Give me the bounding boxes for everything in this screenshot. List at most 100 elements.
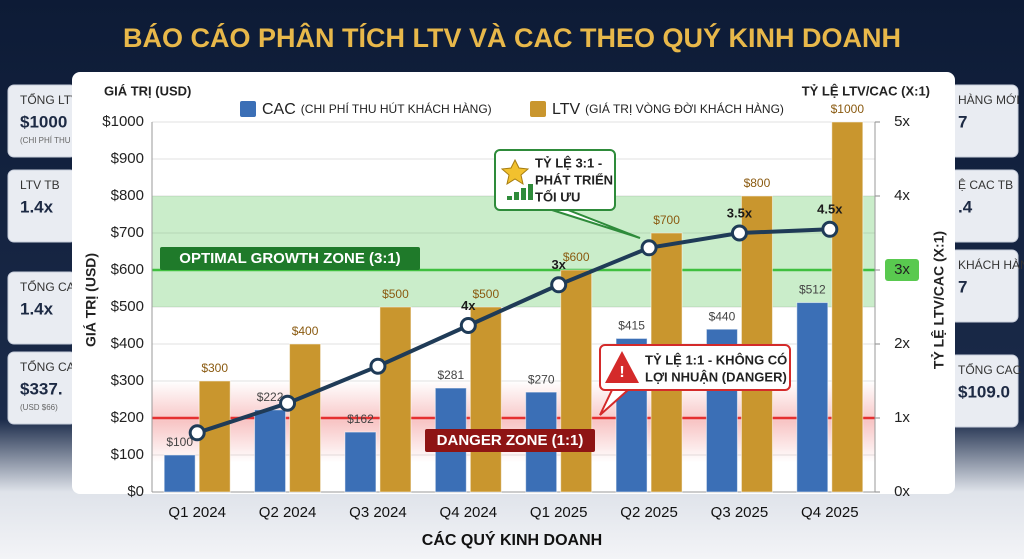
- ratio-point-label: 3.5x: [727, 205, 753, 220]
- bar-value-label: $800: [744, 176, 771, 190]
- y2-tick-label: 0x: [894, 483, 910, 500]
- bar: [560, 269, 593, 493]
- y2-tick-label: 4x: [894, 187, 910, 204]
- y2-tick-highlight: [885, 259, 919, 281]
- y-tick-label: $200: [111, 409, 144, 426]
- ratio-point: [369, 357, 387, 375]
- bar-value-label: $400: [292, 324, 319, 338]
- bar-value-label: $300: [201, 361, 228, 375]
- ratio-point: [640, 239, 658, 257]
- y-axis-title-top: GIÁ TRỊ (USD): [104, 83, 191, 98]
- legend-label: LTV (GIÁ TRỊ VÒNG ĐỜI KHÁCH HÀNG): [552, 101, 784, 118]
- ratio-point: [730, 224, 748, 242]
- zone-label-box: [160, 247, 420, 270]
- x-tick-label: Q4 2025: [801, 504, 859, 521]
- bar-value-label: $281: [437, 368, 464, 382]
- ratio-point-label: 4.5x: [817, 202, 843, 217]
- bar-value-label: $415: [618, 319, 645, 333]
- callout-text: PHÁT TRIỂN: [535, 172, 613, 187]
- warning-icon: [605, 351, 639, 383]
- card-value: $1000: [20, 112, 67, 131]
- bar-value-label: $512: [799, 283, 826, 297]
- growth-icon-bar: [507, 196, 512, 200]
- callout-text: TỶ LỆ 3:1 -: [535, 155, 602, 170]
- bar-value-label: $270: [528, 372, 555, 386]
- x-tick-label: Q3 2025: [711, 504, 769, 521]
- y-tick-label: $400: [111, 335, 144, 352]
- y-tick-label: $1000: [102, 113, 144, 130]
- card-value: .4: [958, 197, 973, 216]
- star-icon: [500, 158, 530, 186]
- y-tick-label: $100: [111, 446, 144, 463]
- x-tick-label: Q3 2024: [349, 504, 407, 521]
- y-tick-label: $300: [111, 372, 144, 389]
- callout-text: LỢI NHUẬN (DANGER): [645, 369, 787, 384]
- legend-note: (GIÁ TRỊ VÒNG ĐỜI KHÁCH HÀNG): [585, 101, 784, 116]
- zone-label-box: [425, 429, 595, 452]
- card-value: 7: [958, 112, 967, 131]
- ratio-point-label: 4x: [461, 298, 476, 313]
- card-title: TỔNG CAC: [20, 359, 84, 374]
- y-tick-label: $600: [111, 261, 144, 278]
- bar: [344, 431, 377, 493]
- card-value: 7: [958, 277, 967, 296]
- bar: [379, 306, 412, 493]
- callout-box: [599, 344, 791, 391]
- legend-swatch: [530, 101, 546, 117]
- y-tick-label: $0: [127, 483, 144, 500]
- legend-note: (CHI PHÍ THU HÚT KHÁCH HÀNG): [301, 101, 492, 116]
- bar-value-label: $162: [347, 412, 374, 426]
- x-tick-label: Q1 2024: [168, 504, 226, 521]
- legend-label: CAC (CHI PHÍ THU HÚT KHÁCH HÀNG): [262, 101, 492, 118]
- chart-title: BÁO CÁO PHÂN TÍCH LTV VÀ CAC THEO QUÝ KI…: [123, 22, 901, 53]
- ratio-point-label: 3x: [551, 257, 566, 272]
- growth-icon-bar: [521, 188, 526, 200]
- card-title: TỔNG LTV: [20, 92, 79, 107]
- bar-value-label: $500: [472, 287, 499, 301]
- legend-name: CAC: [262, 101, 296, 118]
- x-axis-title: CÁC QUÝ KINH DOANH: [422, 530, 602, 549]
- bar-value-label: $440: [709, 309, 736, 323]
- bar-value-label: $100: [166, 435, 193, 449]
- bar-value-label: $700: [653, 213, 680, 227]
- y2-tick-label: 3x: [894, 261, 910, 278]
- legend-swatch: [240, 101, 256, 117]
- y2-axis-title: TỶ LỆ LTV/CAC (X:1): [930, 231, 947, 369]
- bar-value-label: $1000: [831, 102, 865, 116]
- x-tick-label: Q4 2024: [440, 504, 498, 521]
- y2-tick-label: 1x: [894, 409, 910, 426]
- ratio-line: [196, 227, 830, 435]
- bar-value-label: $600: [563, 250, 590, 264]
- bar: [163, 454, 196, 493]
- x-tick-label: Q2 2024: [259, 504, 317, 521]
- ratio-point: [459, 317, 477, 334]
- legend-name: LTV: [552, 101, 580, 118]
- y2-tick-label: 2x: [894, 335, 910, 352]
- zone-label: OPTIMAL GROWTH ZONE (3:1): [179, 250, 400, 267]
- ratio-point: [821, 220, 839, 238]
- card-note: (USD $66): [20, 403, 58, 412]
- card-value: $109.0: [958, 382, 1010, 401]
- growth-icon-bar: [514, 192, 519, 200]
- card-title: HÀNG MỚI: [958, 92, 1020, 107]
- bar: [831, 121, 864, 493]
- ratio-point: [550, 276, 568, 294]
- card-value: 1.4x: [20, 197, 54, 216]
- y2-tick-label: 5x: [894, 113, 910, 130]
- bar: [469, 306, 502, 493]
- card-title: KHÁCH HÀNG MỚI (7): [958, 257, 1024, 272]
- y-axis-title: GIÁ TRỊ (USD): [83, 253, 99, 347]
- y-tick-label: $700: [111, 224, 144, 241]
- zone-label: DANGER ZONE (1:1): [437, 432, 584, 449]
- ratio-point: [188, 424, 206, 442]
- growth-icon-bar: [528, 184, 533, 200]
- x-tick-label: Q2 2025: [620, 504, 678, 521]
- card-title: TỔNG CAC: [958, 362, 1022, 377]
- ratio-point: [279, 394, 297, 412]
- bar-value-label: $222: [257, 390, 284, 404]
- callout-text: TỐI ƯU: [535, 189, 580, 204]
- y-tick-label: $500: [111, 298, 144, 315]
- card-value: 1.4x: [20, 299, 54, 318]
